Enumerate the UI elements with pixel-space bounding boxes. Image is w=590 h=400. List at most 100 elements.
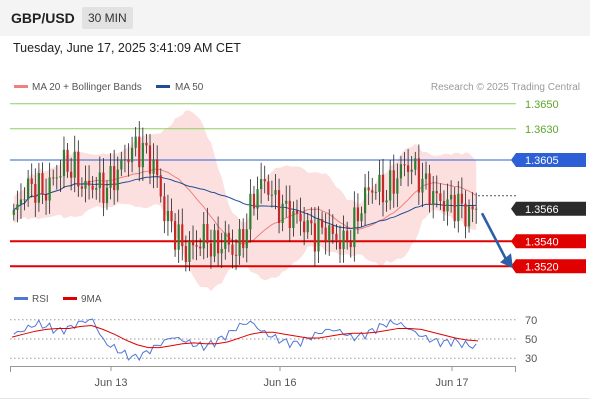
candle-down	[299, 213, 302, 222]
candle-down	[231, 244, 234, 255]
candle-up	[16, 204, 19, 210]
current-price-label: 1.3566	[525, 204, 559, 216]
candle-down	[80, 186, 83, 189]
candle-up	[109, 166, 112, 188]
candle-down	[156, 159, 159, 176]
candle-down	[191, 241, 195, 246]
candle-up	[274, 190, 277, 195]
candle-down	[303, 221, 306, 233]
candle-down	[439, 193, 442, 202]
forecast-arrow-shaft	[480, 212, 508, 260]
candle-up	[188, 241, 191, 262]
ma50-line	[13, 176, 477, 230]
ma50-legend-label: MA 50	[175, 82, 204, 93]
candle-down	[252, 193, 256, 209]
candle-down	[346, 230, 349, 242]
candle-up	[306, 220, 309, 233]
candle-down	[148, 145, 152, 174]
ma9-legend-label: 9MA	[81, 294, 102, 305]
candle-up	[213, 230, 216, 257]
candle-down	[295, 210, 299, 214]
rsi-legend-label: RSI	[32, 294, 49, 305]
candle-up	[249, 193, 252, 230]
candle-up	[120, 159, 123, 170]
candle-up	[389, 170, 392, 201]
candle-up	[84, 180, 87, 189]
candle-down	[392, 170, 395, 194]
current-price-tag	[511, 201, 586, 216]
rsi-swatch	[14, 297, 28, 300]
candle-down	[217, 230, 220, 254]
rsi-tick-label: 30	[525, 353, 537, 365]
candle-down	[163, 196, 166, 222]
chart-frame	[0, 366, 590, 399]
level-label-pivot: 1.3605	[525, 155, 559, 167]
candle-down	[407, 165, 410, 172]
candle-up	[475, 208, 478, 210]
candle-down	[288, 200, 291, 229]
level-label-support: 1.3520	[525, 261, 559, 273]
candle-up	[152, 159, 155, 174]
bollinger-band	[13, 110, 477, 291]
candle-up	[177, 224, 180, 250]
candle-up	[12, 209, 15, 215]
rsi-tick-label: 70	[525, 315, 537, 327]
forecast-arrow-head	[500, 253, 513, 269]
candle-up	[220, 248, 223, 254]
candle-up	[27, 178, 30, 200]
candle-up	[260, 178, 263, 190]
candle-down	[77, 151, 80, 187]
instrument-title: GBP/USD	[11, 10, 75, 26]
candle-up	[48, 177, 51, 201]
candle-up	[424, 173, 428, 179]
x-tick-label: Jun 13	[94, 377, 127, 389]
candle-up	[385, 200, 388, 203]
level-tag-support	[511, 234, 586, 249]
x-tick-label: Jun 17	[435, 377, 468, 389]
rsi-line	[13, 318, 477, 362]
candle-down	[159, 175, 162, 197]
level-label-target: 1.3630	[525, 124, 559, 136]
rsi-tick-label: 50	[525, 334, 537, 346]
candle-down	[195, 245, 198, 247]
source-credit: Research © 2025 Trading Central	[431, 82, 580, 93]
candle-down	[277, 190, 281, 224]
candle-down	[331, 225, 334, 234]
candle-down	[44, 194, 48, 201]
candle-up	[450, 194, 453, 200]
candle-up	[134, 136, 137, 148]
candle-up	[342, 230, 345, 250]
candle-down	[91, 185, 94, 190]
candle-down	[263, 178, 266, 182]
candle-up	[378, 174, 381, 192]
candle-up	[19, 199, 23, 205]
candle-down	[138, 136, 141, 168]
candle-down	[70, 171, 73, 178]
candle-down	[324, 227, 327, 242]
ma20-line	[13, 168, 477, 245]
candle-down	[442, 201, 446, 212]
candle-up	[281, 203, 284, 224]
candle-up	[432, 191, 435, 205]
candlesticks	[12, 121, 478, 272]
timeframe-badge[interactable]: 30 MIN	[82, 7, 133, 29]
candle-up	[130, 147, 134, 163]
rsi-ma9-line	[11, 325, 479, 349]
candle-down	[310, 220, 313, 224]
candle-up	[421, 178, 424, 193]
level-tag-pivot	[511, 153, 586, 167]
candle-down	[435, 191, 438, 194]
level-tag-support	[511, 259, 586, 274]
candle-up	[292, 210, 295, 229]
candle-up	[224, 232, 227, 249]
chart-header: GBP/USD 30 MIN	[0, 0, 590, 36]
candle-down	[335, 233, 338, 241]
candle-down	[234, 254, 238, 256]
candle-up	[141, 142, 144, 168]
candle-up	[245, 229, 248, 249]
candle-up	[396, 178, 399, 194]
candle-down	[381, 174, 385, 203]
candle-down	[199, 246, 202, 249]
candle-down	[371, 190, 374, 193]
